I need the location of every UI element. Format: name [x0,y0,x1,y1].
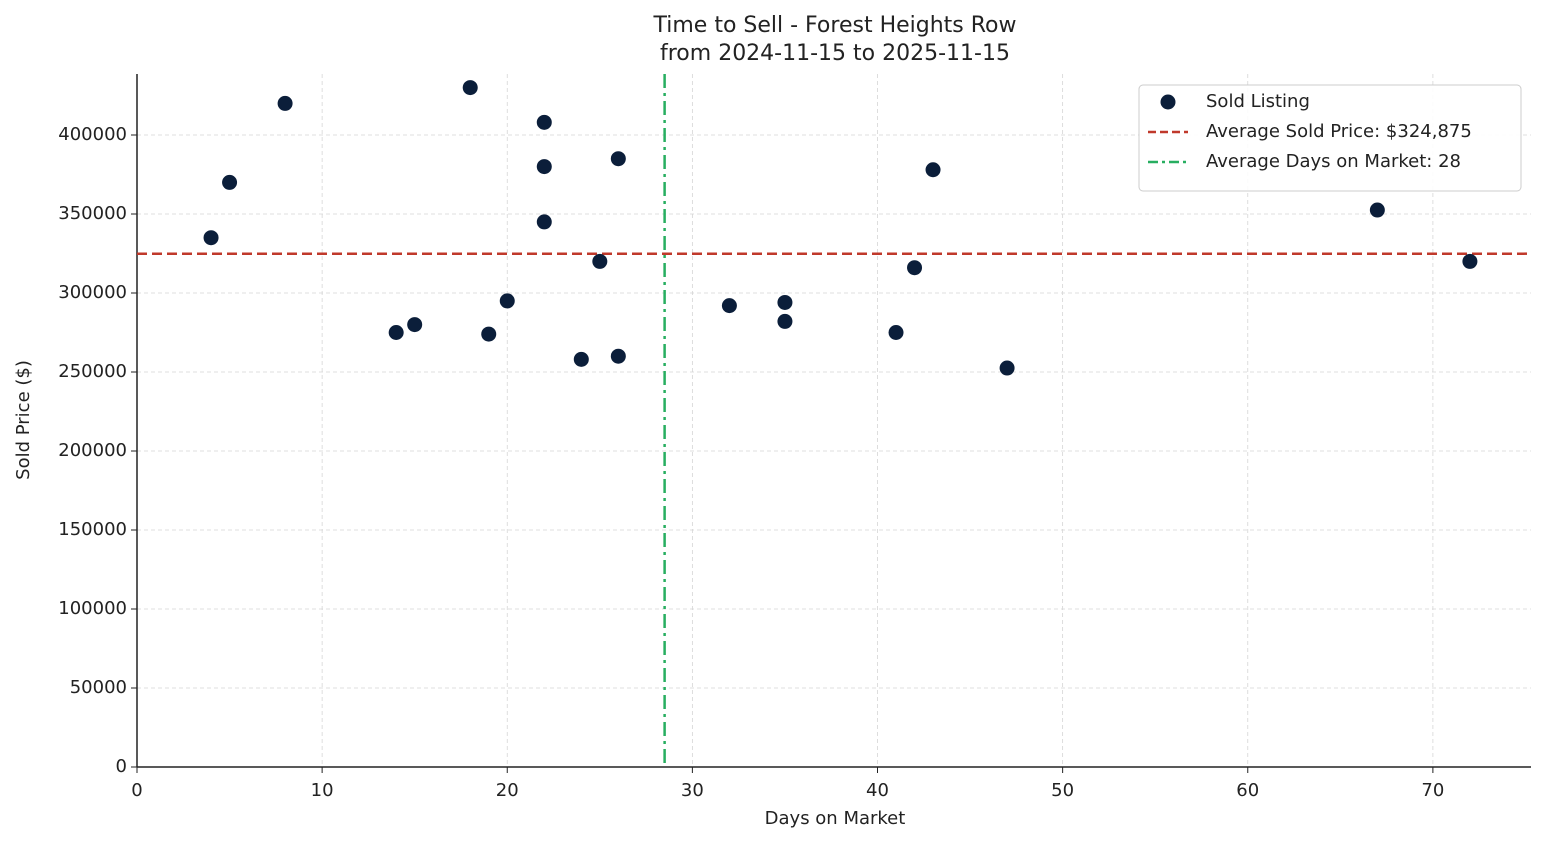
point [1462,253,1478,269]
x-tick-label: 70 [1421,780,1444,801]
y-tick-label: 0 [116,756,127,777]
y-tick-label: 250000 [58,361,127,382]
point [777,313,793,329]
point [907,260,923,276]
chart-title: Time to Sell - Forest Heights Row [653,13,1017,38]
y-tick-label: 300000 [58,282,127,303]
point [1369,202,1385,218]
point [721,298,737,314]
point [388,324,404,340]
x-tick-label: 50 [1051,780,1074,801]
x-tick-label: 30 [681,780,704,801]
legend-label: Sold Listing [1206,91,1310,112]
point [610,348,626,364]
x-tick-label: 60 [1236,780,1259,801]
point [536,159,552,175]
x-tick-label: 20 [496,780,519,801]
point [777,294,793,310]
x-tick-label: 0 [131,780,142,801]
legend-label: Average Days on Market: 28 [1206,151,1461,172]
y-tick-label: 400000 [58,124,127,145]
legend-label: Average Sold Price: $324,875 [1206,121,1472,142]
point [499,293,515,309]
point [536,214,552,230]
point [462,80,478,96]
x-axis-label: Days on Market [765,808,906,829]
point [481,326,497,342]
point [573,351,589,367]
point [999,360,1015,376]
point [222,174,238,190]
point [888,324,904,340]
y-tick-label: 150000 [58,519,127,540]
point [407,317,423,333]
y-tick-label: 100000 [58,598,127,619]
point [925,162,941,178]
y-axis-label: Sold Price ($) [13,360,34,480]
x-tick-label: 40 [866,780,889,801]
legend-box [1138,84,1522,192]
x-tick-label: 10 [311,780,334,801]
point [277,95,293,111]
legend-marker [1160,94,1176,110]
y-tick-label: 50000 [70,677,127,698]
point [610,151,626,167]
y-tick-label: 350000 [58,203,127,224]
point [536,114,552,130]
chart-subtitle: from 2024-11-15 to 2025-11-15 [660,41,1010,66]
y-tick-label: 200000 [58,440,127,461]
point [203,230,219,246]
point [592,253,608,269]
